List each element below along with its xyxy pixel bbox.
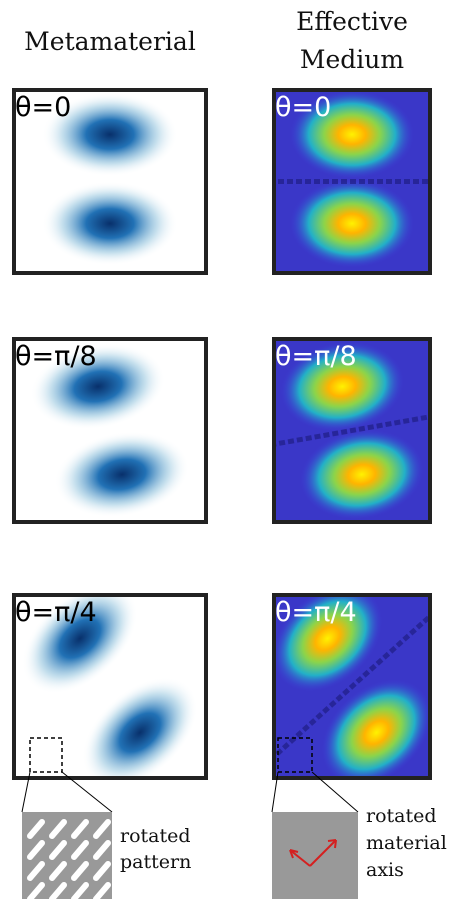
theta-label: θ=0	[15, 92, 71, 123]
inset-caption: rotated	[366, 805, 437, 827]
theta-label: θ=π/8	[275, 341, 357, 372]
inset-caption: material	[366, 832, 447, 854]
field-panel	[203, 553, 459, 821]
field-lobe	[290, 180, 414, 268]
theta-label: θ=π/4	[15, 597, 97, 628]
theta-label: θ=π/4	[275, 597, 357, 628]
inset-caption: pattern	[120, 851, 191, 873]
theta-label: θ=0	[275, 92, 331, 123]
column-header: Effective	[296, 7, 408, 36]
theta-label: θ=π/8	[15, 341, 97, 372]
field-lobe	[42, 182, 178, 266]
figure: Metamaterial Effective Medium θ=0 θ=0 θ=π/…	[0, 0, 459, 899]
column-header: Metamaterial	[24, 27, 196, 56]
inset-caption: rotated	[120, 825, 191, 847]
column-header: Medium	[300, 45, 404, 74]
inset-caption: axis	[366, 859, 404, 881]
